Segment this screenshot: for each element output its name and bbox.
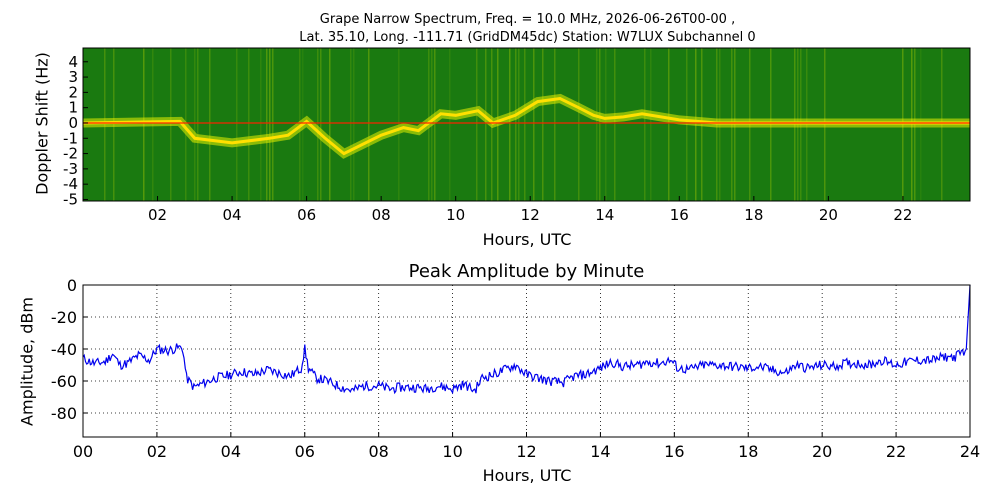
amplitude-x-tick-label: 06 bbox=[295, 442, 315, 461]
spectrogram-x-tick-label: 06 bbox=[297, 206, 316, 224]
amplitude-y-tick-label: 0 bbox=[67, 276, 77, 295]
spectrogram-x-tick-label: 16 bbox=[670, 206, 689, 224]
amplitude-y-tick-label: -40 bbox=[51, 340, 77, 359]
noise-stripe bbox=[269, 48, 271, 201]
spectrogram-title-line1: Grape Narrow Spectrum, Freq. = 10.0 MHz,… bbox=[319, 12, 736, 27]
noise-stripe bbox=[434, 48, 436, 201]
spectrogram-frame bbox=[82, 47, 971, 202]
noise-stripe bbox=[353, 48, 355, 201]
noise-stripe bbox=[668, 48, 670, 201]
amplitude-y-tick-label: -60 bbox=[51, 372, 77, 391]
amplitude-x-axis-label: Hours, UTC bbox=[482, 466, 572, 485]
noise-stripe bbox=[599, 48, 601, 201]
spectrogram-y-tick-label: -5 bbox=[63, 190, 78, 208]
noise-stripe bbox=[248, 48, 250, 201]
spectrogram-y-tick-label: 2 bbox=[68, 83, 78, 101]
amplitude-y-tick-label: -80 bbox=[51, 404, 77, 423]
noise-stripe bbox=[209, 48, 211, 201]
amplitude-x-tick-label: 10 bbox=[442, 442, 462, 461]
spectrogram-y-tick-label: -2 bbox=[63, 145, 78, 163]
noise-stripe bbox=[272, 48, 274, 201]
noise-stripe bbox=[194, 48, 196, 201]
noise-stripe bbox=[644, 48, 646, 201]
noise-stripe bbox=[578, 48, 580, 201]
noise-stripe bbox=[542, 48, 544, 201]
noise-stripe bbox=[650, 48, 652, 201]
noise-stripe bbox=[485, 48, 487, 201]
spectrogram-y-tick-label: 0 bbox=[68, 114, 78, 132]
spectrogram-x-tick-label: 02 bbox=[148, 206, 167, 224]
amplitude-chart-title: Peak Amplitude by Minute bbox=[408, 261, 645, 282]
amplitude-x-ticks: 00 02 04 06 08 10 12 14 16 18 20 22 24 bbox=[73, 432, 980, 461]
spectrogram-y-tick-label: -4 bbox=[63, 175, 78, 193]
noise-stripe bbox=[515, 48, 517, 201]
noise-stripe bbox=[596, 48, 598, 201]
noise-stripe bbox=[197, 48, 199, 201]
spectrogram-x-tick-label: 20 bbox=[819, 206, 838, 224]
noise-stripe bbox=[236, 48, 238, 201]
noise-stripe bbox=[605, 48, 607, 201]
amplitude-grid bbox=[83, 285, 970, 437]
noise-stripe bbox=[476, 48, 478, 201]
spectrogram-y-tick-label: -3 bbox=[63, 160, 78, 178]
amplitude-plot: 00 02 04 06 08 10 12 14 16 18 20 22 24 0 -20 -40 -60 -80 bbox=[51, 276, 980, 461]
spectrogram-x-tick-label: 10 bbox=[446, 206, 465, 224]
spectrogram-y-tick-label: -1 bbox=[63, 129, 78, 147]
amplitude-x-tick-label: 02 bbox=[147, 442, 167, 461]
spectrogram-x-tick-label: 04 bbox=[223, 206, 242, 224]
noise-stripe bbox=[350, 48, 352, 201]
noise-stripe bbox=[266, 48, 268, 201]
noise-stripe bbox=[518, 48, 520, 201]
amplitude-x-tick-label: 20 bbox=[812, 442, 832, 461]
amplitude-x-tick-label: 24 bbox=[960, 442, 980, 461]
spectrogram-x-ticks: 02 04 06 08 10 12 14 16 18 20 22 bbox=[148, 196, 912, 224]
spectrogram-y-tick-label: 3 bbox=[68, 68, 78, 86]
noise-stripe bbox=[368, 48, 370, 201]
noise-stripe bbox=[317, 48, 319, 201]
amplitude-x-tick-label: 00 bbox=[73, 442, 93, 461]
amplitude-x-tick-label: 22 bbox=[886, 442, 906, 461]
spectrogram-title-line2: Lat. 35.10, Long. -111.71 (GridDM45dc) S… bbox=[299, 30, 756, 45]
spectrogram-y-tick-label: 4 bbox=[68, 53, 78, 71]
noise-stripe bbox=[554, 48, 556, 201]
noise-stripe bbox=[320, 48, 322, 201]
spectrogram-x-tick-label: 12 bbox=[521, 206, 540, 224]
noise-stripe bbox=[509, 48, 511, 201]
amplitude-x-tick-label: 14 bbox=[590, 442, 610, 461]
noise-stripe bbox=[449, 48, 451, 201]
amplitude-x-tick-label: 18 bbox=[738, 442, 758, 461]
spectrogram-x-tick-label: 18 bbox=[744, 206, 763, 224]
amplitude-x-tick-label: 16 bbox=[664, 442, 684, 461]
amplitude-y-ticks: 0 -20 -40 -60 -80 bbox=[51, 276, 88, 423]
amplitude-x-tick-label: 12 bbox=[516, 442, 536, 461]
spectrogram-signal-band bbox=[82, 93, 970, 159]
spectrogram-y-tick-label: 1 bbox=[68, 99, 78, 117]
amplitude-y-tick-label: -20 bbox=[51, 308, 77, 327]
spectrogram-x-tick-label: 08 bbox=[372, 206, 391, 224]
noise-stripe bbox=[614, 48, 616, 201]
noise-stripe bbox=[533, 48, 535, 201]
noise-stripe bbox=[524, 48, 526, 201]
amplitude-x-tick-label: 08 bbox=[368, 442, 388, 461]
noise-stripe bbox=[329, 48, 331, 201]
noise-stripe bbox=[260, 48, 262, 201]
spectrogram-x-tick-label: 22 bbox=[893, 206, 912, 224]
spectrogram-x-tick-label: 14 bbox=[595, 206, 614, 224]
amplitude-x-tick-label: 04 bbox=[221, 442, 241, 461]
spectrogram-x-axis-label: Hours, UTC bbox=[482, 230, 572, 249]
amplitude-series-line bbox=[82, 284, 971, 395]
